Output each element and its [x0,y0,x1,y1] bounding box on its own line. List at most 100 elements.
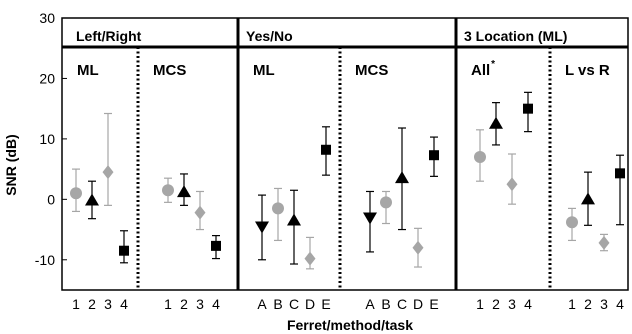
square-marker [429,150,439,161]
data-point [177,173,191,206]
plot-border [61,17,629,291]
panel-label: MCS [153,62,186,79]
x-tick-label: 1 [568,296,576,312]
circle-marker [70,187,82,200]
circle-marker [272,202,284,215]
data-point [85,180,99,220]
y-tick-label: 0 [47,191,55,207]
x-tick-label: A [365,296,375,312]
x-tick-label: 2 [584,296,592,312]
x-tick-label: 4 [524,296,532,312]
data-point [162,177,174,203]
data-point [506,153,518,205]
data-point [380,190,392,225]
data-point [194,190,206,231]
x-tick-label: D [413,296,423,312]
x-tick-label: 2 [492,296,500,312]
triangle-down-marker [255,221,269,234]
triangle-up-marker [395,171,409,184]
triangle-up-marker [177,185,191,198]
data-point [429,136,439,177]
data-point [581,171,595,226]
diamond-marker [506,177,518,192]
x-tick-label: 2 [88,296,96,312]
circle-marker [380,196,392,209]
triangle-up-marker [287,213,301,226]
triangle-up-marker [581,192,595,205]
panel-2: ML A B C D E [253,62,331,312]
x-tick-label: 3 [196,296,204,312]
data-point [119,230,129,264]
panel-label: ML [253,62,275,79]
group-title: 3 Location (ML) [464,28,567,44]
data-point [304,236,316,270]
data-point [70,168,82,213]
data-point [272,187,284,242]
y-tick-label: 20 [39,70,55,86]
data-point [474,129,486,182]
diamond-marker [412,240,424,255]
x-tick-label: 1 [476,296,484,312]
diamond-marker [194,205,206,220]
x-tick-label: 4 [616,296,624,312]
panel-5: L vs R 1 2 3 4 [565,62,625,312]
y-tick-label: -10 [35,252,55,268]
panel-label-superscript: * [491,59,495,70]
panel-label: L vs R [565,62,610,79]
data-point [566,207,578,242]
triangle-down-marker [363,212,377,225]
data-point [363,190,377,253]
circle-marker [474,151,486,164]
data-point [598,233,610,252]
data-point [615,154,625,226]
x-tick-label: A [257,296,267,312]
triangle-up-marker [85,193,99,206]
group-title: Left/Right [76,28,142,44]
x-tick-label: E [429,296,438,312]
diamond-marker [102,165,114,180]
panel-3: MCS A B C D E [355,62,439,312]
square-marker [615,168,625,179]
x-tick-label: 4 [120,296,128,312]
x-tick-label: 3 [508,296,516,312]
y-tick-label: 10 [39,131,55,147]
diamond-marker [304,251,316,266]
y-axis-title: SNR (dB) [3,134,19,195]
square-marker [523,103,533,114]
panel-4: All * 1 2 3 4 [471,59,533,312]
x-tick-label: 1 [164,296,172,312]
data-point [523,91,533,133]
data-point [255,194,269,261]
x-tick-label: B [381,296,390,312]
x-tick-label: 2 [180,296,188,312]
panel-label: MCS [355,62,388,79]
triangle-up-marker [489,116,503,129]
circle-marker [162,184,174,197]
x-tick-label: C [289,296,299,312]
x-tick-label: 3 [600,296,608,312]
chart-frame [61,17,629,291]
data-point [489,102,503,146]
group-titles: Left/Right Yes/No 3 Location (ML) [76,28,567,44]
y-axis: -10 0 10 20 30 [35,10,67,268]
x-tick-label: 4 [212,296,220,312]
square-marker [119,245,129,256]
x-tick-label: 3 [104,296,112,312]
x-tick-label: C [397,296,407,312]
panel-0: ML 1 2 3 4 [70,62,129,312]
x-tick-label: D [305,296,315,312]
circle-marker [566,216,578,229]
x-tick-label: E [321,296,330,312]
data-point [102,112,114,206]
y-tick-label: 30 [39,10,55,26]
square-marker [321,144,331,155]
data-point [412,227,424,268]
data-point [287,189,301,265]
data-point [395,127,409,231]
panel-1: MCS 1 2 3 4 [153,62,221,312]
square-marker [211,240,221,251]
data-point [321,126,331,176]
panel-label: ML [77,62,99,79]
